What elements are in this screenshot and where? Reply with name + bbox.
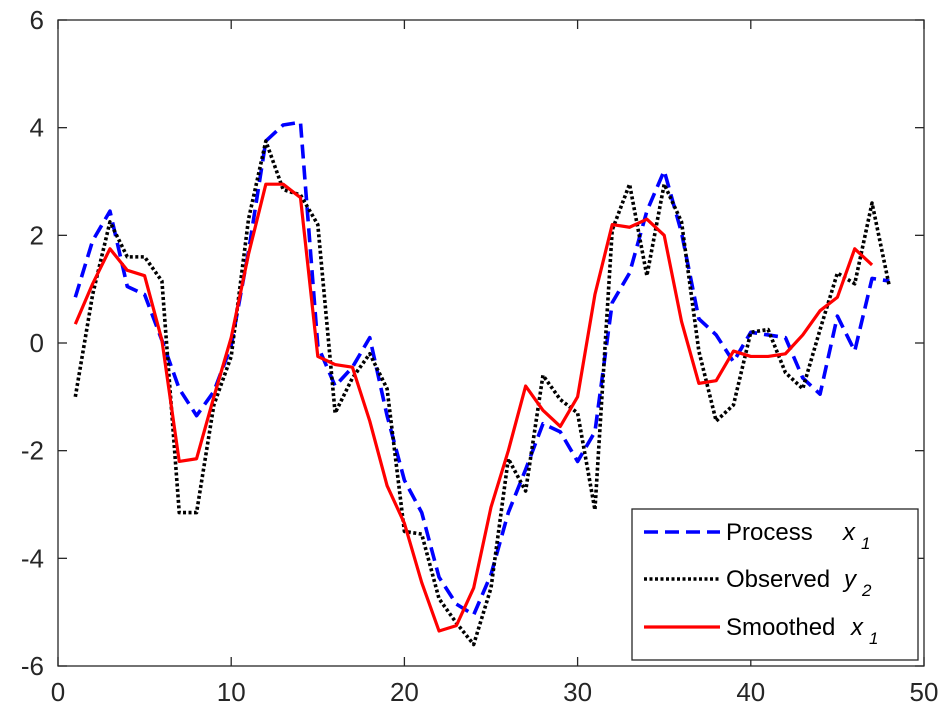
x-tick-label-20: 20 bbox=[390, 677, 419, 707]
legend-subscript: 2 bbox=[861, 581, 872, 600]
series-line-observed bbox=[73, 139, 892, 647]
legend-symbol: x bbox=[850, 614, 864, 641]
legend-label: Process bbox=[726, 519, 813, 546]
legend-box bbox=[631, 508, 919, 661]
y-tick-label--2: -2 bbox=[21, 436, 44, 466]
legend-subscript: 1 bbox=[861, 534, 870, 553]
legend-label: Smoothed bbox=[726, 614, 835, 641]
x-tick-label-40: 40 bbox=[736, 677, 765, 707]
legend-entry-smoothed: Smoothed x 1 bbox=[644, 614, 878, 648]
x-tick-label-50: 50 bbox=[910, 677, 939, 707]
legend-entry-process: Process x 1 bbox=[644, 519, 870, 553]
y-tick-label--4: -4 bbox=[21, 543, 44, 573]
legend-entry-observed: Observed y 2 bbox=[644, 566, 872, 600]
y-tick-label-2: 2 bbox=[30, 220, 44, 250]
legend-symbol: x bbox=[842, 519, 856, 546]
y-tick-label-4: 4 bbox=[30, 113, 44, 143]
y-tick-label-6: 6 bbox=[30, 5, 44, 35]
legend-symbol: y bbox=[842, 566, 858, 593]
x-tick-label-30: 30 bbox=[563, 677, 592, 707]
x-tick-label-0: 0 bbox=[51, 677, 65, 707]
series-layer bbox=[73, 120, 892, 647]
legend-subscript: 1 bbox=[869, 629, 878, 648]
series-line-smoothed bbox=[73, 182, 874, 633]
y-tick-label-0: 0 bbox=[30, 328, 44, 358]
legend-label: Observed bbox=[726, 566, 830, 593]
y-tick-label--6: -6 bbox=[21, 651, 44, 681]
x-tick-label-10: 10 bbox=[217, 677, 246, 707]
